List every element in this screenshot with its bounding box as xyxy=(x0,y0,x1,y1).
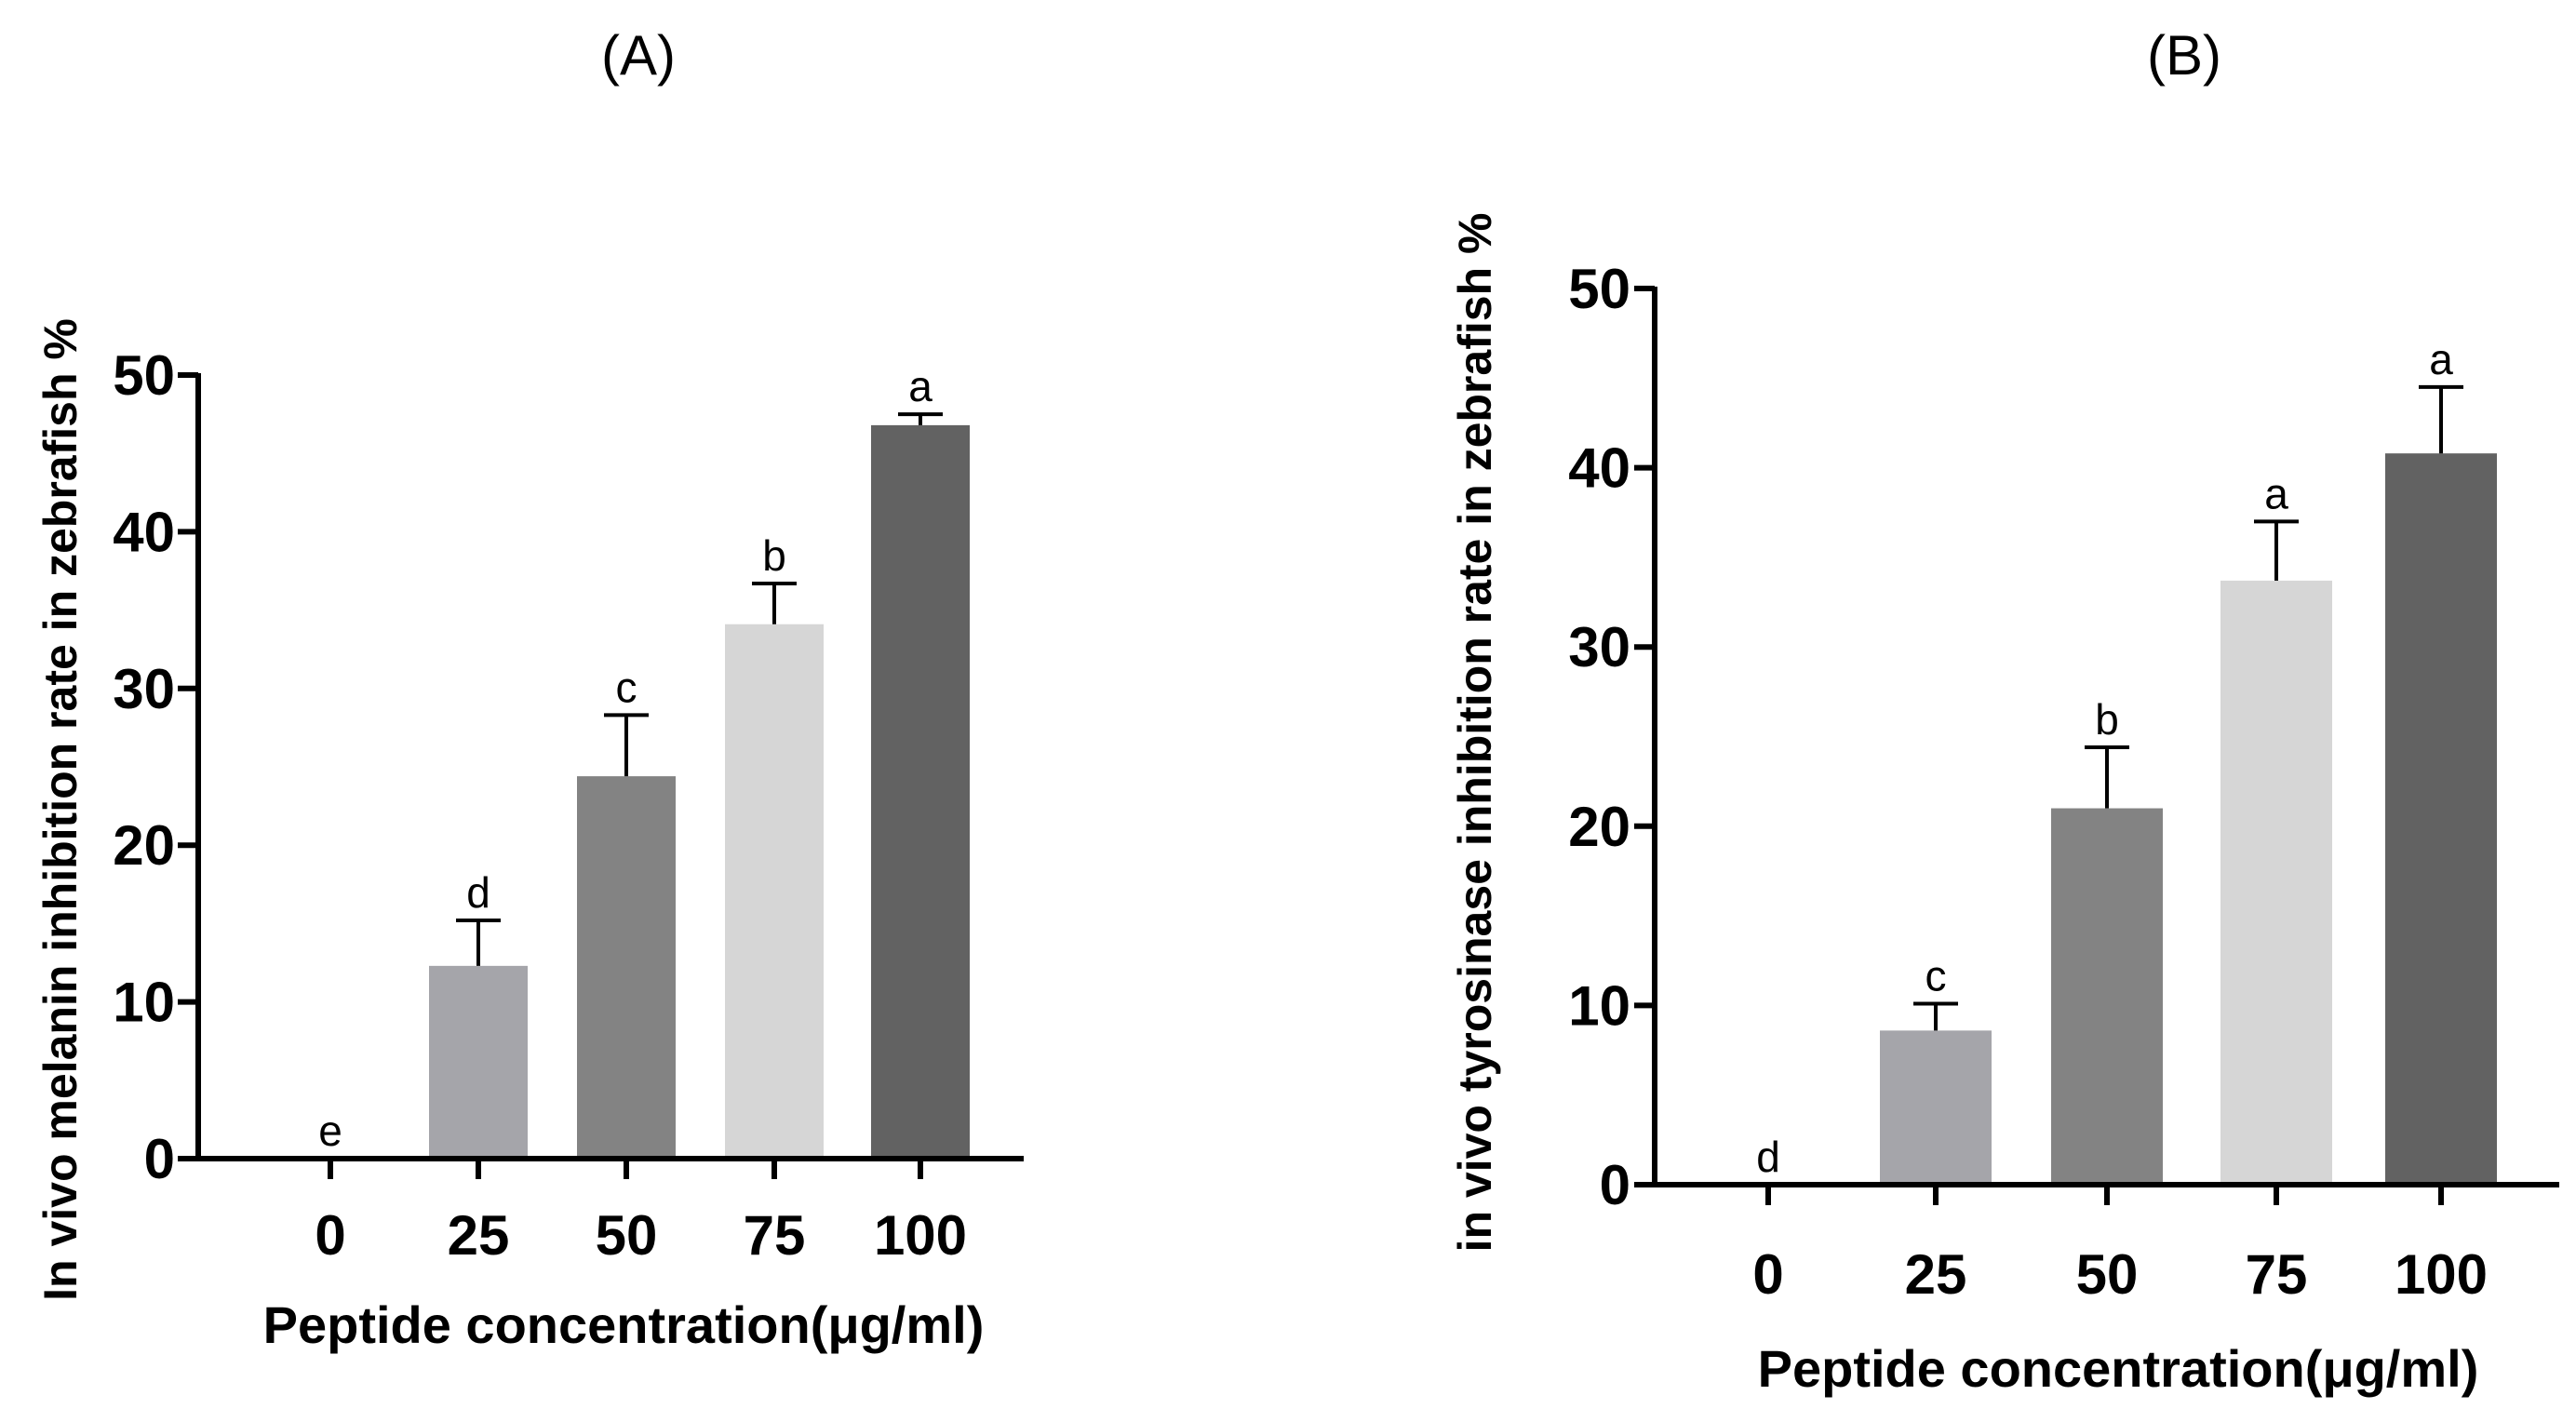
panel-a-x-tick-label-100: 100 xyxy=(874,1204,967,1267)
panel-b-y-tick-label-50: 50 xyxy=(1568,258,1630,320)
panel-a-y-tick-label-10: 10 xyxy=(113,972,175,1034)
panel-a-y-tick-label-30: 30 xyxy=(113,658,175,720)
panel-b-x-tick-label-50: 50 xyxy=(2076,1243,2139,1306)
panel-b-significance-letter-50: b xyxy=(2095,695,2119,744)
panel-b-significance-letter-25: c xyxy=(1925,951,1947,999)
panel-a-significance-letter-100: a xyxy=(908,362,932,410)
panel-a-significance-letter-75: b xyxy=(762,531,786,580)
panel-b-significance-letter-0: d xyxy=(1756,1133,1780,1181)
panel-b-x-tick-label-100: 100 xyxy=(2395,1243,2488,1306)
panel-b-significance-letter-75: a xyxy=(2264,469,2288,517)
panel-b-significance-letter-100: a xyxy=(2429,335,2453,383)
panel-a-bar-75 xyxy=(725,624,824,1159)
panel-a-x-tick-label-75: 75 xyxy=(744,1204,806,1267)
panel-b-bar-75 xyxy=(2220,580,2332,1185)
panel-b: (B) in vivo tyrosinase inhibition rate i… xyxy=(1449,24,2559,1398)
panel-a-y-tick-label-20: 20 xyxy=(113,814,175,877)
panel-a-significance-letter-50: c xyxy=(616,663,637,711)
panel-a-significance-letter-25: d xyxy=(466,868,490,917)
panel-a: (A) In vivo melanin inhibition rate in z… xyxy=(34,24,1024,1354)
panel-b-bar-25 xyxy=(1880,1030,1992,1185)
panel-a-x-tick-label-25: 25 xyxy=(448,1204,510,1267)
panel-a-x-axis-label: Peptide concentration(μg/ml) xyxy=(263,1295,985,1354)
panel-a-x-tick-label-0: 0 xyxy=(315,1204,345,1267)
panel-a-x-tick-label-50: 50 xyxy=(596,1204,658,1267)
panel-b-x-tick-label-75: 75 xyxy=(2246,1243,2308,1306)
panel-a-significance-letter-0: e xyxy=(318,1107,342,1155)
panel-a-title: (A) xyxy=(601,24,676,87)
panel-a-bar-25 xyxy=(429,965,528,1159)
panel-a-y-axis-label: In vivo melanin inhibition rate in zebra… xyxy=(34,318,87,1301)
panel-b-y-axis-label: in vivo tyrosinase inhibition rate in ze… xyxy=(1449,213,1501,1253)
panel-a-y-tick-label-40: 40 xyxy=(113,501,175,563)
panel-b-y-tick-label-10: 10 xyxy=(1568,974,1630,1037)
panel-a-bar-100 xyxy=(871,424,970,1159)
panel-b-x-tick-label-25: 25 xyxy=(1905,1243,1967,1306)
panel-b-y-tick-label-30: 30 xyxy=(1568,616,1630,678)
panel-b-y-tick-label-0: 0 xyxy=(1600,1154,1630,1216)
panel-b-y-tick-label-40: 40 xyxy=(1568,437,1630,500)
panel-a-y-tick-label-50: 50 xyxy=(113,344,175,407)
panel-a-bar-50 xyxy=(577,776,676,1159)
panel-b-bar-100 xyxy=(2385,453,2497,1185)
panel-b-bar-50 xyxy=(2051,808,2163,1185)
panel-b-title: (B) xyxy=(2147,24,2221,87)
panel-b-y-tick-label-20: 20 xyxy=(1568,796,1630,858)
panel-b-x-axis-label: Peptide concentration(μg/ml) xyxy=(1758,1339,2479,1398)
panel-a-y-tick-label-0: 0 xyxy=(144,1128,175,1190)
panel-b-x-tick-label-0: 0 xyxy=(1752,1243,1783,1306)
